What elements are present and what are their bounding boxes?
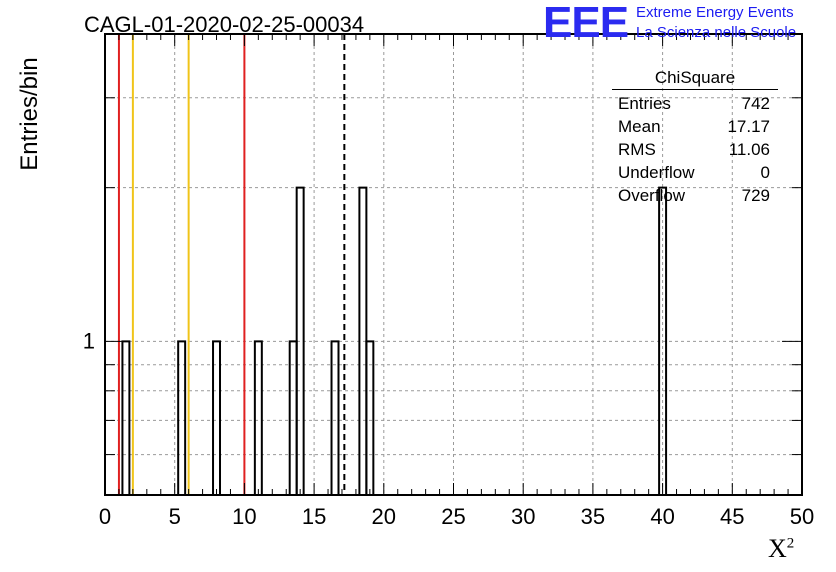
histogram-bin (365, 340, 375, 495)
stats-label: Overflow (618, 186, 686, 205)
x-tick-label: 10 (232, 504, 256, 529)
stats-label: Entries (618, 94, 671, 113)
histogram-bin (177, 340, 187, 495)
eee-logo-line1: Extreme Energy Events (636, 4, 794, 21)
stats-row-rms: RMS 11.06 (612, 138, 778, 161)
stats-value: 742 (741, 94, 770, 113)
x-tick-label: 20 (372, 504, 396, 529)
histogram-bin (253, 340, 263, 495)
stats-title: ChiSquare (612, 68, 778, 90)
chart-title: CAGL-01-2020-02-25-00034 (84, 12, 365, 37)
stats-row-overflow: Overflow 729 (612, 184, 778, 207)
eee-logo: EEE (543, 0, 629, 47)
x-axis-label: X2 (768, 534, 794, 564)
x-tick-label: 45 (720, 504, 744, 529)
y-tick-label: 1 (83, 328, 95, 353)
stats-row-mean: Mean 17.17 (612, 115, 778, 138)
stats-label: RMS (618, 140, 656, 159)
histogram-bin (330, 340, 340, 495)
eee-logo-line2: La Scienza nelle Scuole (636, 24, 797, 41)
stats-label: Mean (618, 117, 661, 136)
histogram-bin (658, 186, 668, 495)
x-tick-label: 25 (441, 504, 465, 529)
stats-value: 0 (760, 163, 770, 182)
stats-row-entries: Entries 742 (612, 92, 778, 115)
x-axis-label-sup: 2 (786, 535, 795, 552)
x-tick-label: 40 (650, 504, 674, 529)
x-tick-label: 30 (511, 504, 535, 529)
x-tick-label: 35 (581, 504, 605, 529)
histogram-bin (121, 340, 131, 495)
histogram-bin (212, 340, 222, 495)
stats-value: 729 (741, 186, 770, 205)
stats-label: Underflow (618, 163, 695, 182)
stats-box: ChiSquare Entries 742 Mean 17.17 RMS 11.06 … (612, 68, 778, 207)
stats-row-underflow: Underflow 0 (612, 161, 778, 184)
histogram-bin (295, 186, 305, 495)
x-tick-label: 15 (302, 504, 326, 529)
stats-value: 17.17 (727, 117, 770, 136)
stats-value: 11.06 (728, 140, 770, 159)
x-tick-label: 0 (99, 504, 111, 529)
x-tick-label: 50 (790, 504, 814, 529)
x-tick-label: 5 (169, 504, 181, 529)
y-axis-label: Entries/bin (16, 57, 43, 171)
x-axis-label-base: X (768, 534, 787, 563)
